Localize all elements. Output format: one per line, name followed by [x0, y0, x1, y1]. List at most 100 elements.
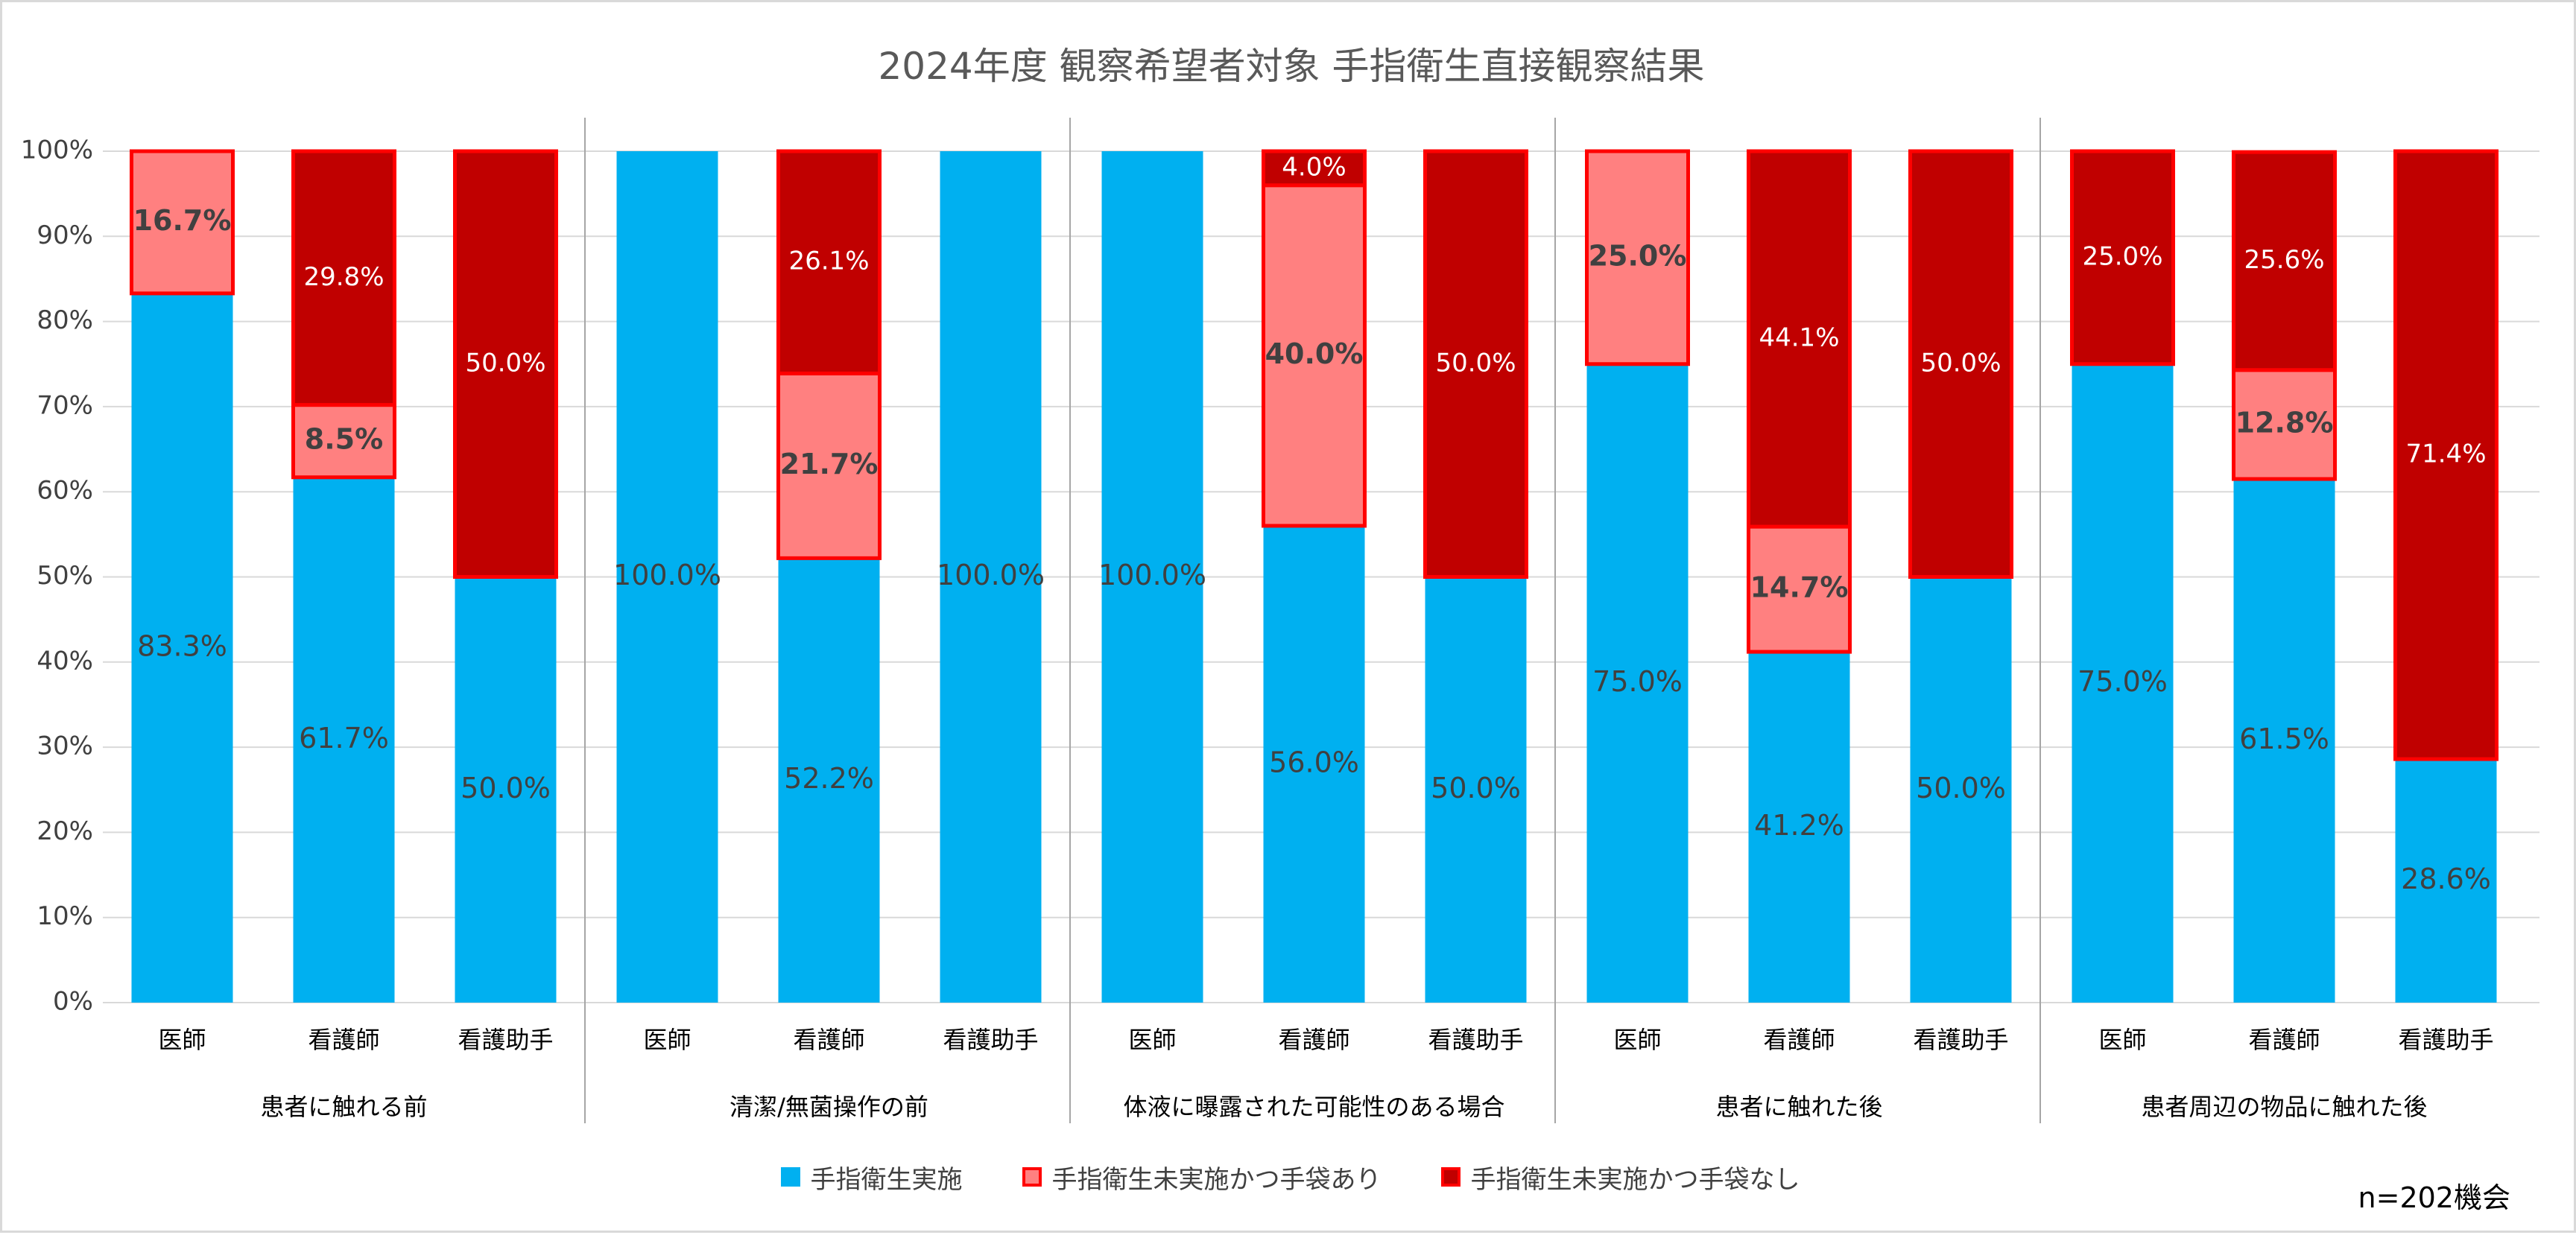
bar-no-glove — [1262, 149, 1367, 188]
y-tick-label: 50% — [37, 561, 93, 591]
y-tick-label: 0% — [53, 987, 93, 1017]
legend-item-no-glove[interactable]: 手指衛生未実施かつ手袋なし — [1440, 1159, 1800, 1196]
y-tick-label: 60% — [37, 476, 93, 506]
bar-implemented — [131, 293, 233, 1003]
data-label: 14.7% — [1750, 571, 1849, 604]
y-tick-label: 70% — [37, 390, 93, 420]
data-label: 100.0% — [1098, 559, 1206, 591]
legend-item-glove[interactable]: 手指衛生未実施かつ手袋あり — [1022, 1159, 1382, 1196]
data-label: 61.7% — [299, 722, 389, 755]
bar-no-glove — [2232, 150, 2337, 372]
group-label: 体液に曝露された可能性のある場合 — [1123, 1093, 1504, 1121]
data-label: 25.0% — [1589, 239, 1687, 272]
bar-implemented — [455, 577, 557, 1003]
bar-glove — [130, 149, 235, 296]
legend: 手指衛生実施 手指衛生未実施かつ手袋あり 手指衛生未実施かつ手袋なし — [2, 1158, 2576, 1196]
data-label: 52.2% — [784, 762, 874, 795]
data-label: 50.0% — [1916, 772, 2006, 804]
data-label: 21.7% — [780, 448, 879, 480]
data-label: 50.0% — [465, 348, 545, 378]
bar-implemented — [2233, 479, 2335, 1003]
data-label: 50.0% — [1431, 772, 1521, 804]
y-tick-label: 100% — [21, 136, 93, 165]
bar-no-glove — [2070, 149, 2175, 366]
bar-no-glove — [1747, 149, 1852, 529]
legend-item-implemented[interactable]: 手指衛生実施 — [780, 1159, 963, 1196]
bar-implemented — [940, 151, 1042, 1003]
legend-swatch-implemented — [780, 1167, 800, 1187]
bar-implemented — [1586, 363, 1689, 1003]
data-label: 75.0% — [2077, 665, 2168, 698]
data-label: 75.0% — [1592, 665, 1683, 698]
bar-no-glove — [1908, 149, 2013, 579]
x-tick-label: 看護助手 — [1428, 1026, 1523, 1054]
x-tick-label: 医師 — [158, 1026, 206, 1054]
x-tick-label: 看護師 — [2248, 1026, 2320, 1054]
y-tick-label: 40% — [37, 646, 93, 676]
data-label: 16.7% — [133, 204, 232, 237]
x-tick-label: 医師 — [1128, 1026, 1176, 1054]
legend-label-glove: 手指衛生未実施かつ手袋あり — [1051, 1164, 1382, 1195]
x-tick-label: 看護助手 — [458, 1026, 553, 1054]
x-tick-label: 医師 — [1613, 1026, 1661, 1054]
data-label: 4.0% — [1282, 152, 1346, 182]
sample-size-note: n=202機会 — [2358, 1181, 2510, 1214]
legend-swatch-glove — [1022, 1167, 1042, 1187]
x-tick-label: 看護師 — [1278, 1026, 1349, 1054]
bar-glove — [291, 403, 396, 480]
y-tick-label: 20% — [37, 816, 93, 846]
y-tick-label: 90% — [37, 220, 93, 250]
bar-no-glove — [453, 149, 558, 579]
label-layer: 0% 10% 20% 30% 40% 50% 60% 70% 80% 90% 100% 83.3% 16… — [21, 136, 2494, 1122]
data-label: 44.1% — [1759, 323, 1839, 353]
bar-implemented — [2395, 759, 2497, 1003]
bar-implemented — [293, 477, 395, 1003]
x-tick-label: 看護師 — [793, 1026, 864, 1054]
data-label: 100.0% — [937, 559, 1045, 591]
data-label: 40.0% — [1265, 337, 1364, 370]
bar-no-glove — [1423, 149, 1528, 579]
y-tick-label: 30% — [37, 731, 93, 761]
data-label: 83.3% — [137, 629, 227, 662]
bar-no-glove — [291, 149, 396, 407]
bar-implemented — [778, 558, 880, 1003]
x-tick-label: 看護助手 — [943, 1026, 1038, 1054]
bar-glove — [2232, 368, 2337, 481]
data-label: 71.4% — [2405, 439, 2486, 469]
bar-layer — [130, 149, 2499, 1003]
group-label: 患者周辺の物品に触れた後 — [2141, 1093, 2427, 1121]
data-label: 28.6% — [2401, 863, 2491, 895]
y-tick-label: 80% — [37, 305, 93, 335]
bar-glove — [1585, 149, 1690, 366]
bar-glove — [1262, 183, 1367, 528]
chart-title: 2024年度 観察希望者対象 手指衛生直接観察結果 — [878, 45, 1704, 88]
bar-implemented — [1101, 151, 1203, 1003]
group-label: 患者に触れる前 — [260, 1093, 427, 1121]
x-tick-label: 医師 — [2098, 1026, 2146, 1054]
bar-glove — [1747, 524, 1852, 654]
data-label: 26.1% — [788, 247, 869, 276]
data-label: 12.8% — [2235, 406, 2334, 439]
data-label: 50.0% — [1920, 348, 2001, 378]
data-label: 25.6% — [2244, 245, 2324, 275]
bar-no-glove — [2393, 149, 2499, 761]
bar-no-glove — [776, 149, 882, 375]
data-label: 56.0% — [1269, 746, 1359, 778]
y-tick-label: 10% — [37, 901, 93, 931]
x-tick-label: 看護師 — [308, 1026, 379, 1054]
x-tick-label: 看護助手 — [1913, 1026, 2008, 1054]
x-tick-label: 看護助手 — [2398, 1026, 2493, 1054]
data-label: 29.8% — [303, 262, 384, 292]
data-label: 50.0% — [461, 772, 551, 804]
x-tick-label: 看護師 — [1763, 1026, 1835, 1054]
legend-label-no-glove: 手指衛生未実施かつ手袋なし — [1470, 1164, 1800, 1195]
group-label: 患者に触れた後 — [1715, 1093, 1882, 1121]
data-label: 8.5% — [305, 423, 383, 456]
bar-implemented — [1425, 577, 1527, 1003]
bar-implemented — [2072, 363, 2174, 1003]
x-tick-label: 医師 — [643, 1026, 691, 1054]
bar-glove — [776, 371, 882, 560]
data-label: 25.0% — [2082, 241, 2162, 271]
